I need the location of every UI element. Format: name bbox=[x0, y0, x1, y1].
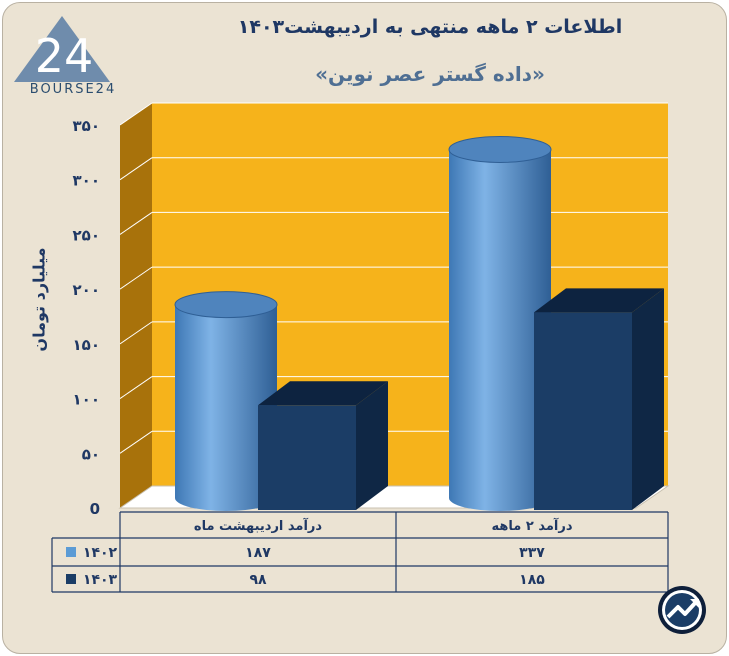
legend-label: ۱۴۰۳ bbox=[83, 572, 118, 588]
y-ticks: 0 ۵۰ ۱۰۰ ۱۵۰ ۲۰۰ ۲۵۰ ۳۰۰ ۳۵۰ bbox=[73, 117, 100, 518]
cylinder-body bbox=[449, 149, 551, 511]
data-table: درآمد اردیبهشت ماه درآمد ۲ ماهه ۱۴۰۲ ۱۸۷ ۳۳۷… bbox=[51, 511, 669, 593]
box-side bbox=[632, 288, 664, 510]
data-table-cell: ۹۸ bbox=[249, 572, 267, 588]
legend-swatch bbox=[66, 574, 76, 584]
trend-arrow-icon bbox=[658, 586, 706, 634]
gridline-side bbox=[119, 430, 153, 454]
cylinder-top bbox=[448, 135, 552, 163]
y-tick-label: ۳۰۰ bbox=[73, 172, 100, 190]
gridline-side bbox=[119, 321, 153, 345]
gridline-side bbox=[119, 266, 153, 290]
logo-text: BOURSE24 bbox=[29, 82, 117, 97]
logo-mark: 24 bbox=[35, 29, 94, 83]
gridline-side bbox=[119, 157, 153, 181]
box-front bbox=[258, 405, 356, 510]
box-top bbox=[258, 381, 388, 406]
box-top bbox=[534, 288, 664, 313]
bars bbox=[174, 135, 664, 511]
y-tick-label: ۲۰۰ bbox=[73, 281, 100, 299]
gridline-side bbox=[119, 102, 153, 126]
legend-label: ۱۴۰۲ bbox=[83, 545, 118, 561]
y-tick-label: ۳۵۰ bbox=[73, 117, 100, 135]
data-table-cell: ۱۸۷ bbox=[245, 545, 271, 561]
chart-subtitle: «داده گستر عصر نوین» bbox=[315, 62, 545, 86]
legend-swatch bbox=[66, 547, 76, 557]
category-label: درآمد اردیبهشت ماه bbox=[194, 517, 323, 534]
box-front bbox=[534, 312, 632, 510]
y-tick-label: 0 bbox=[90, 500, 100, 518]
cylinder-body bbox=[175, 304, 277, 511]
y-tick-label: ۲۵۰ bbox=[73, 226, 100, 244]
gridline-side bbox=[119, 376, 153, 399]
y-tick-label: ۵۰ bbox=[82, 445, 100, 463]
triangle-logo-icon: 24 bbox=[14, 16, 110, 83]
gridline-side bbox=[119, 212, 153, 235]
box-side bbox=[356, 381, 388, 510]
cylinder-top bbox=[174, 291, 278, 319]
bar-1402 bbox=[448, 135, 552, 511]
bar-1403 bbox=[534, 288, 664, 510]
category-label: درآمد ۲ ماهه bbox=[492, 517, 573, 534]
chart-title: اطلاعات ۲ ماهه منتهی به اردیبهشت۱۴۰۳ bbox=[237, 16, 623, 38]
data-table-cell: ۱۸۵ bbox=[519, 572, 545, 588]
plot-side-wall bbox=[120, 103, 152, 508]
y-tick-label: ۱۵۰ bbox=[73, 336, 100, 354]
bar-1403 bbox=[258, 381, 388, 510]
bar-1402 bbox=[174, 291, 278, 511]
data-table-cell: ۳۳۷ bbox=[519, 545, 545, 561]
y-tick-label: ۱۰۰ bbox=[73, 391, 100, 409]
